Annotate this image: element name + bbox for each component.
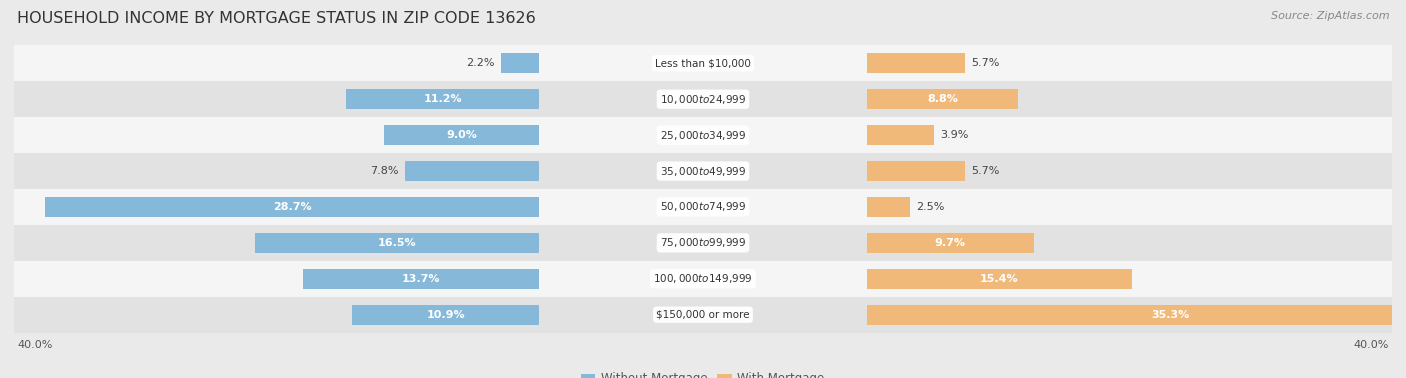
Bar xyxy=(502,53,540,73)
Text: 40.0%: 40.0% xyxy=(1353,340,1389,350)
Text: 5.7%: 5.7% xyxy=(972,58,1000,68)
Text: 2.2%: 2.2% xyxy=(467,58,495,68)
Text: 8.8%: 8.8% xyxy=(927,94,957,104)
Text: HOUSEHOLD INCOME BY MORTGAGE STATUS IN ZIP CODE 13626: HOUSEHOLD INCOME BY MORTGAGE STATUS IN Z… xyxy=(17,11,536,26)
Bar xyxy=(866,89,1018,109)
Text: 13.7%: 13.7% xyxy=(402,274,440,284)
Bar xyxy=(304,269,540,289)
Bar xyxy=(45,197,540,217)
Legend: Without Mortgage, With Mortgage: Without Mortgage, With Mortgage xyxy=(576,367,830,378)
Text: 3.9%: 3.9% xyxy=(941,130,969,140)
Bar xyxy=(384,125,540,145)
Bar xyxy=(866,161,965,181)
Bar xyxy=(352,305,540,325)
Text: 2.5%: 2.5% xyxy=(917,202,945,212)
Bar xyxy=(14,153,1392,189)
Text: $100,000 to $149,999: $100,000 to $149,999 xyxy=(654,272,752,285)
Bar xyxy=(405,161,540,181)
Bar xyxy=(14,45,1392,81)
Text: 35.3%: 35.3% xyxy=(1152,310,1189,320)
Text: $50,000 to $74,999: $50,000 to $74,999 xyxy=(659,200,747,214)
Text: 9.7%: 9.7% xyxy=(935,238,966,248)
Bar xyxy=(866,53,965,73)
Text: $75,000 to $99,999: $75,000 to $99,999 xyxy=(659,236,747,249)
Text: 9.0%: 9.0% xyxy=(447,130,477,140)
Bar xyxy=(866,197,910,217)
Text: Source: ZipAtlas.com: Source: ZipAtlas.com xyxy=(1271,11,1389,21)
Text: 16.5%: 16.5% xyxy=(378,238,416,248)
Text: $10,000 to $24,999: $10,000 to $24,999 xyxy=(659,93,747,106)
Text: 10.9%: 10.9% xyxy=(426,310,465,320)
Text: 11.2%: 11.2% xyxy=(423,94,463,104)
Bar xyxy=(866,305,1406,325)
Bar xyxy=(14,189,1392,225)
Text: 7.8%: 7.8% xyxy=(370,166,398,176)
Text: 40.0%: 40.0% xyxy=(17,340,53,350)
Bar xyxy=(256,233,540,253)
Bar xyxy=(346,89,540,109)
Bar xyxy=(866,269,1132,289)
Text: 15.4%: 15.4% xyxy=(980,274,1018,284)
Bar xyxy=(14,261,1392,297)
Bar xyxy=(866,125,934,145)
Text: Less than $10,000: Less than $10,000 xyxy=(655,58,751,68)
Text: 28.7%: 28.7% xyxy=(273,202,312,212)
Bar xyxy=(866,233,1033,253)
Text: $150,000 or more: $150,000 or more xyxy=(657,310,749,320)
Bar xyxy=(14,81,1392,117)
Bar xyxy=(14,117,1392,153)
Bar xyxy=(14,297,1392,333)
Text: $35,000 to $49,999: $35,000 to $49,999 xyxy=(659,164,747,178)
Text: $25,000 to $34,999: $25,000 to $34,999 xyxy=(659,129,747,142)
Bar xyxy=(14,225,1392,261)
Text: 5.7%: 5.7% xyxy=(972,166,1000,176)
